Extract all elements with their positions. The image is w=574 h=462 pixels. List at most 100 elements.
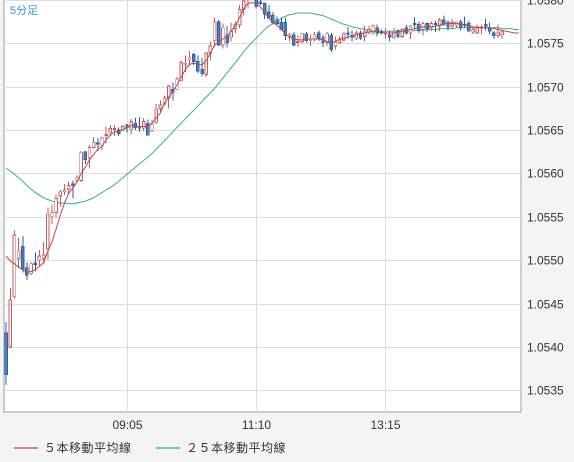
candle-body-down	[275, 19, 279, 24]
candle	[300, 33, 304, 44]
y-tick-label: 1.0580	[527, 0, 564, 8]
candle	[58, 190, 62, 207]
candle-body-down	[4, 332, 8, 376]
candle	[37, 249, 42, 267]
candle-body-up	[342, 33, 346, 41]
candle-body-up	[54, 198, 58, 213]
candle	[50, 204, 54, 224]
candle-body-up	[16, 250, 21, 259]
candle-body-up	[166, 85, 171, 99]
x-tick-label: 13:15	[370, 418, 400, 432]
candle-body-down	[396, 29, 400, 37]
ma5-line-layer	[5, 2, 519, 273]
candle	[471, 27, 475, 34]
candle-body-up	[296, 41, 300, 43]
x-tick-label: 11:10	[242, 418, 271, 432]
candle	[362, 26, 367, 42]
candle-body-up	[37, 255, 42, 261]
candle-body-up	[66, 185, 71, 190]
candle-body-up	[141, 121, 146, 129]
candle	[500, 30, 504, 39]
candle	[158, 100, 163, 114]
candle	[117, 127, 121, 137]
candle-body-up	[91, 141, 96, 148]
candle-body-down	[216, 21, 221, 46]
candle	[371, 24, 375, 35]
legend-label-ma5: ５本移動平均線	[44, 440, 132, 455]
candle	[492, 31, 496, 39]
ma25-line-layer	[5, 12, 519, 205]
candle-body-down	[346, 32, 350, 36]
candle	[112, 124, 117, 137]
candle-body-down	[191, 54, 196, 62]
x-axis-ticks: 09:05 11:10 13:15	[112, 418, 400, 432]
candle	[16, 237, 21, 268]
candle-body-up	[179, 62, 183, 82]
candle-body-up	[154, 108, 158, 123]
candle-body-up	[471, 29, 475, 33]
candle-body-up	[221, 27, 225, 46]
candle-body-up	[371, 25, 375, 34]
candle-body-up	[12, 234, 17, 298]
y-tick-label: 1.0550	[527, 254, 564, 268]
candle	[8, 288, 12, 349]
candle	[446, 20, 450, 31]
y-tick-label: 1.0570	[527, 81, 564, 95]
candle	[221, 23, 225, 49]
candle-body-up	[41, 254, 46, 259]
x-tick-label: 09:05	[112, 418, 142, 432]
candle	[79, 150, 83, 183]
candle	[429, 21, 434, 31]
candle-body-down	[317, 32, 321, 39]
candle-body-down	[433, 22, 438, 25]
ma25-line	[5, 12, 519, 205]
candle-body-up	[46, 213, 50, 250]
candle-body-down	[492, 32, 496, 36]
candle-body-down	[33, 262, 37, 265]
candle-body-up	[312, 34, 317, 40]
candle-body-down	[425, 22, 429, 29]
candle-body-up	[62, 189, 67, 193]
candle	[375, 24, 379, 37]
y-tick-label: 1.0560	[527, 167, 564, 181]
candle-body-up	[437, 19, 442, 27]
y-tick-label: 1.0575	[527, 37, 564, 51]
candle-body-up	[475, 26, 479, 34]
candle-body-down	[467, 22, 471, 32]
candle-body-down	[375, 27, 379, 34]
candle-body-up	[29, 263, 33, 274]
candle-body-up	[204, 52, 208, 76]
candle-body-down	[21, 245, 25, 270]
candle-body-down	[283, 22, 288, 37]
candle	[387, 30, 392, 42]
candle-body-up	[104, 133, 108, 136]
candle-body-down	[358, 32, 363, 39]
candle-body-down	[304, 33, 308, 42]
candle-body-up	[337, 39, 342, 43]
y-tick-label: 1.0535	[527, 384, 564, 398]
candle	[187, 51, 192, 66]
timeframe-label: 5分足	[10, 4, 38, 17]
candle	[342, 32, 346, 42]
candle-body-down	[442, 19, 446, 25]
candle	[66, 181, 71, 195]
candle	[275, 16, 279, 26]
candle-body-down	[412, 22, 417, 25]
candle-body-down	[96, 142, 100, 145]
candle-body-up	[212, 21, 217, 42]
candle	[4, 321, 8, 386]
ma5-line	[5, 2, 519, 273]
candle-body-down	[292, 34, 296, 46]
candle-body-up	[112, 127, 117, 130]
candle-body-up	[183, 62, 188, 65]
candle-body-down	[483, 23, 488, 27]
plot-area	[3, 0, 522, 413]
candle-body-up	[87, 147, 92, 159]
candle	[247, 0, 249, 9]
y-tick-label: 1.0565	[527, 124, 564, 138]
candle	[29, 261, 33, 275]
candle-body-up	[450, 22, 454, 27]
y-tick-label: 1.0555	[527, 211, 564, 225]
candle-body-down	[83, 151, 87, 161]
